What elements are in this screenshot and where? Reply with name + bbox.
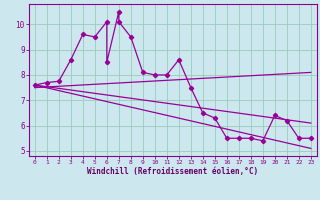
X-axis label: Windchill (Refroidissement éolien,°C): Windchill (Refroidissement éolien,°C) [87,167,258,176]
